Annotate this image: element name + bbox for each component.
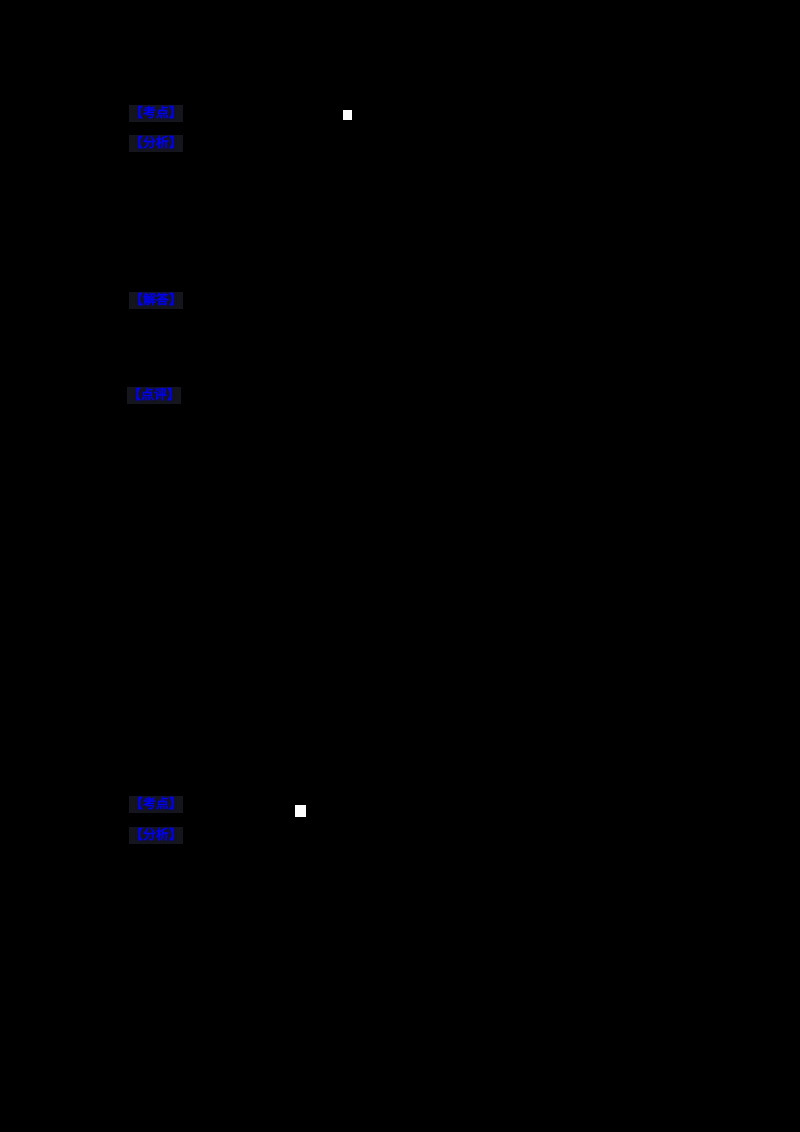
section-label-analysis-2[interactable]: 【分析】 — [129, 827, 184, 844]
section-label-analysis-1[interactable]: 【分析】 — [129, 135, 184, 152]
inline-formula-image-2 — [295, 805, 306, 817]
section-label-exam-points-2[interactable]: 【考点】 — [129, 796, 184, 813]
section-label-solution-1[interactable]: 【解答】 — [129, 292, 184, 309]
section-label-exam-points-1[interactable]: 【考点】 — [129, 105, 184, 122]
inline-formula-image-1 — [343, 110, 352, 120]
section-label-comment-1[interactable]: 【点评】 — [127, 387, 182, 404]
